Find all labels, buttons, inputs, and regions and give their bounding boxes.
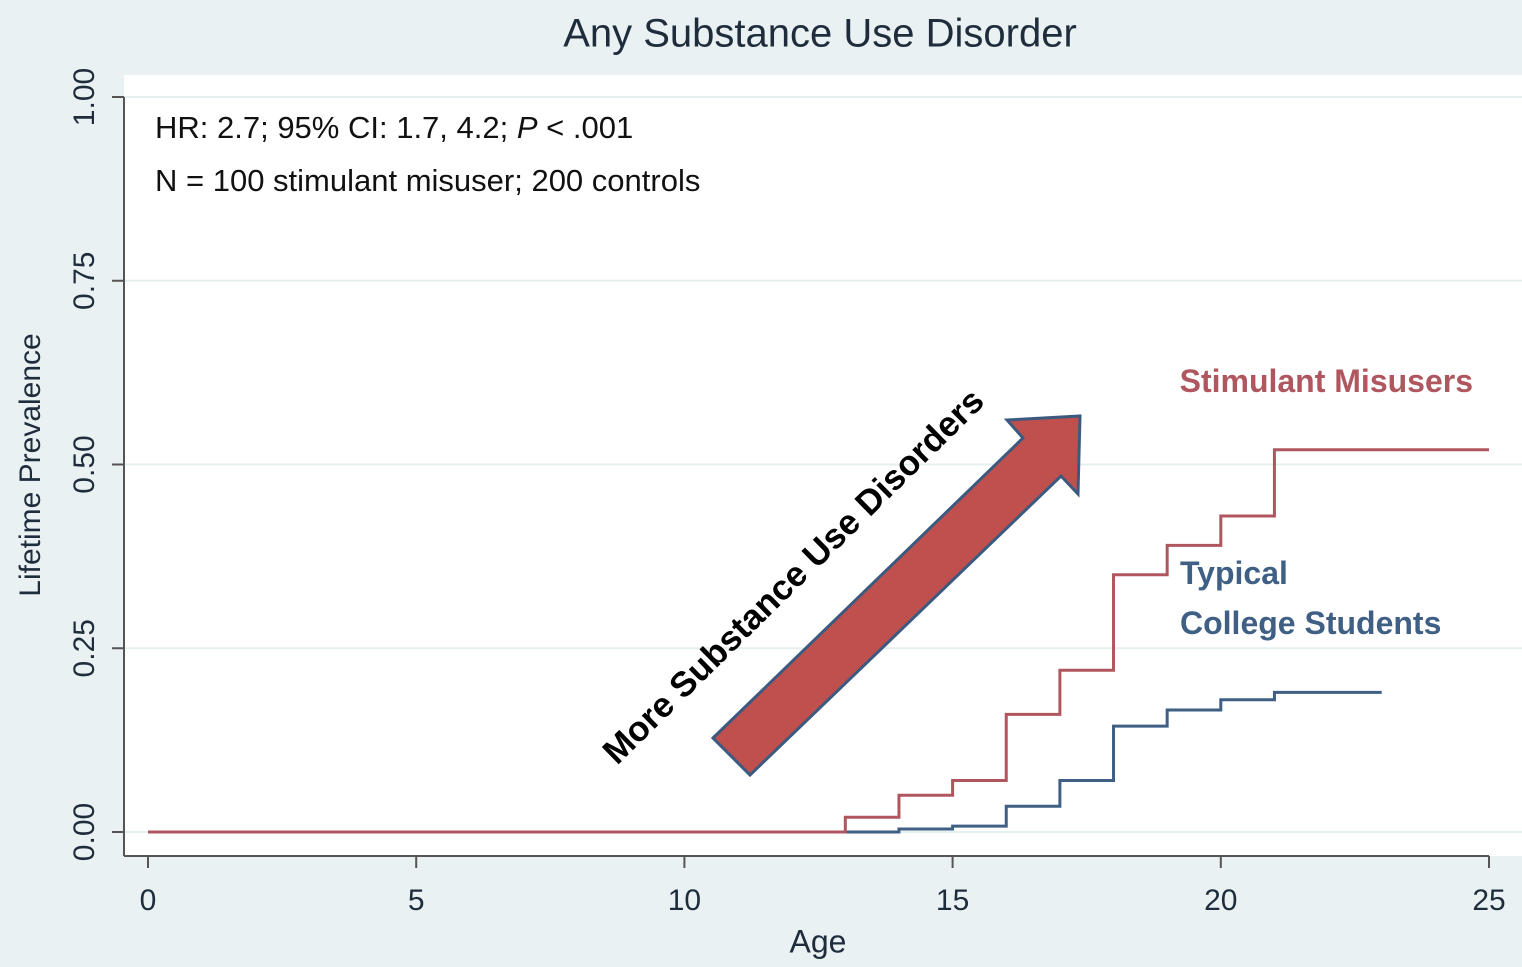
y-tick-label: 0.00: [68, 803, 101, 861]
y-tick-label: 0.75: [68, 252, 101, 310]
series-line: [148, 690, 1382, 834]
chart-title: Any Substance Use Disorder: [563, 12, 1077, 56]
y-tick-label: 1.00: [68, 68, 101, 126]
x-axis-title: Age: [790, 923, 847, 959]
stats-text: HR: 2.7; 95% CI: 1.7, 4.2;: [155, 110, 509, 145]
x-tick-label: 5: [408, 884, 425, 917]
sample-annotation: N = 100 stimulant misuser; 200 controls: [155, 163, 701, 198]
p-value: < .001: [546, 110, 634, 145]
x-tick-label: 15: [936, 884, 969, 917]
stats-annotation: HR: 2.7; 95% CI: 1.7, 4.2; P < .001: [155, 110, 633, 146]
series-line: [148, 448, 1489, 834]
p-symbol: P: [516, 110, 538, 145]
x-tick-label: 0: [140, 884, 157, 917]
y-axis-title: Lifetime Prevalence: [14, 333, 47, 596]
x-tick-label: 25: [1472, 884, 1505, 917]
x-tick-label: 20: [1204, 884, 1237, 917]
x-tick-label: 10: [668, 884, 701, 917]
series-label: Typical College Students: [1180, 555, 1442, 641]
y-tick-label: 0.50: [68, 435, 101, 493]
y-tick-label: 0.25: [68, 619, 101, 677]
series-label: Stimulant Misusers: [1179, 363, 1473, 399]
arrow: [710, 414, 1082, 778]
